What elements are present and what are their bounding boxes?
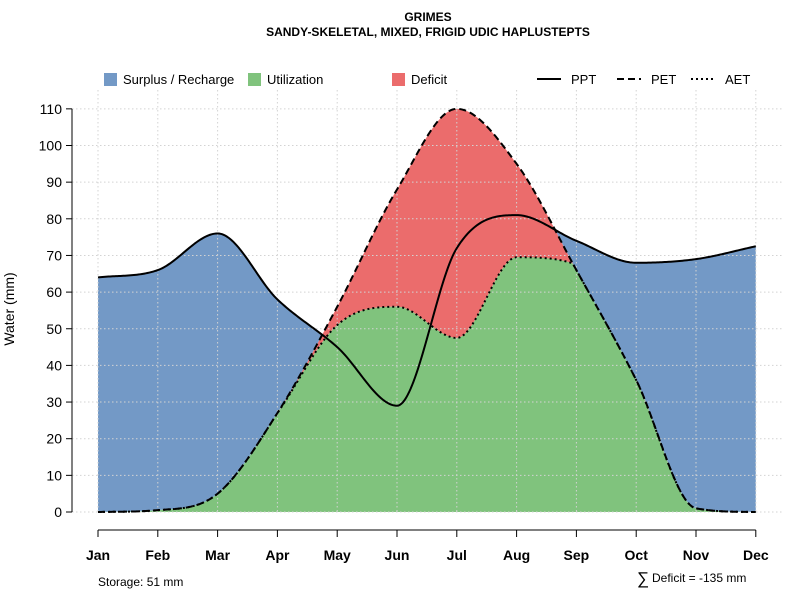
legend-swatch bbox=[104, 73, 117, 86]
y-tick-label: 60 bbox=[46, 284, 62, 300]
pet-line bbox=[97, 107, 756, 513]
y-tick-label: 40 bbox=[46, 357, 62, 373]
legend: Surplus / Recharge Utilization Deficit PPT P… bbox=[104, 72, 750, 87]
y-tick-label: 70 bbox=[46, 247, 62, 263]
y-tick-label: 90 bbox=[46, 174, 62, 190]
x-tick-label: Dec bbox=[743, 547, 769, 563]
x-axis: Jan Feb Mar Apr May Jun Jul Aug Sep Oct Nov Dec bbox=[86, 529, 769, 563]
x-tick-label: Jun bbox=[385, 547, 410, 563]
legend-swatch bbox=[392, 73, 405, 86]
chart-title: GRIMES bbox=[404, 10, 451, 24]
legend-label: Surplus / Recharge bbox=[123, 72, 234, 87]
legend-label: Utilization bbox=[267, 72, 323, 87]
grid-layer bbox=[72, 90, 783, 513]
x-tick-label: Nov bbox=[683, 547, 710, 563]
legend-label: PPT bbox=[571, 72, 596, 87]
legend-label: AET bbox=[725, 72, 750, 87]
x-tick-label: May bbox=[324, 547, 351, 563]
storage-note: Storage: 51 mm bbox=[98, 575, 183, 589]
sum-icon: ∑ bbox=[637, 569, 649, 588]
y-tick-label: 80 bbox=[46, 211, 62, 227]
ppt-line bbox=[97, 214, 757, 407]
plot-area bbox=[72, 90, 783, 513]
utilization-area bbox=[98, 257, 756, 512]
y-tick-label: 100 bbox=[39, 138, 63, 154]
x-tick-label: Jan bbox=[86, 547, 110, 563]
x-tick-label: Feb bbox=[145, 547, 170, 563]
deficit-area bbox=[98, 108, 756, 512]
legend-label: PET bbox=[651, 72, 676, 87]
y-tick-label: 50 bbox=[46, 321, 62, 337]
area-layer bbox=[98, 108, 756, 512]
legend-swatch bbox=[248, 73, 261, 86]
y-tick-label: 0 bbox=[54, 504, 62, 520]
y-tick-label: 10 bbox=[46, 467, 62, 483]
y-tick-label: 20 bbox=[46, 431, 62, 447]
x-tick-label: Sep bbox=[564, 547, 590, 563]
chart-subtitle: SANDY-SKELETAL, MIXED, FRIGID UDIC HAPLU… bbox=[266, 25, 590, 39]
y-axis: 0 10 20 30 40 50 60 70 80 90 100 110 bbox=[39, 101, 73, 520]
y-tick-label: 30 bbox=[46, 394, 62, 410]
x-tick-label: Apr bbox=[265, 547, 290, 563]
y-tick-label: 110 bbox=[40, 101, 63, 117]
x-tick-label: Mar bbox=[205, 547, 230, 563]
line-layer bbox=[97, 107, 757, 513]
deficit-note: Deficit = -135 mm bbox=[652, 571, 746, 585]
legend-label: Deficit bbox=[411, 72, 448, 87]
x-tick-label: Jul bbox=[447, 547, 467, 563]
x-tick-label: Oct bbox=[625, 547, 649, 563]
x-tick-label: Aug bbox=[503, 547, 530, 563]
y-axis-title: Water (mm) bbox=[1, 272, 17, 345]
surplus-recharge-area bbox=[98, 108, 756, 512]
